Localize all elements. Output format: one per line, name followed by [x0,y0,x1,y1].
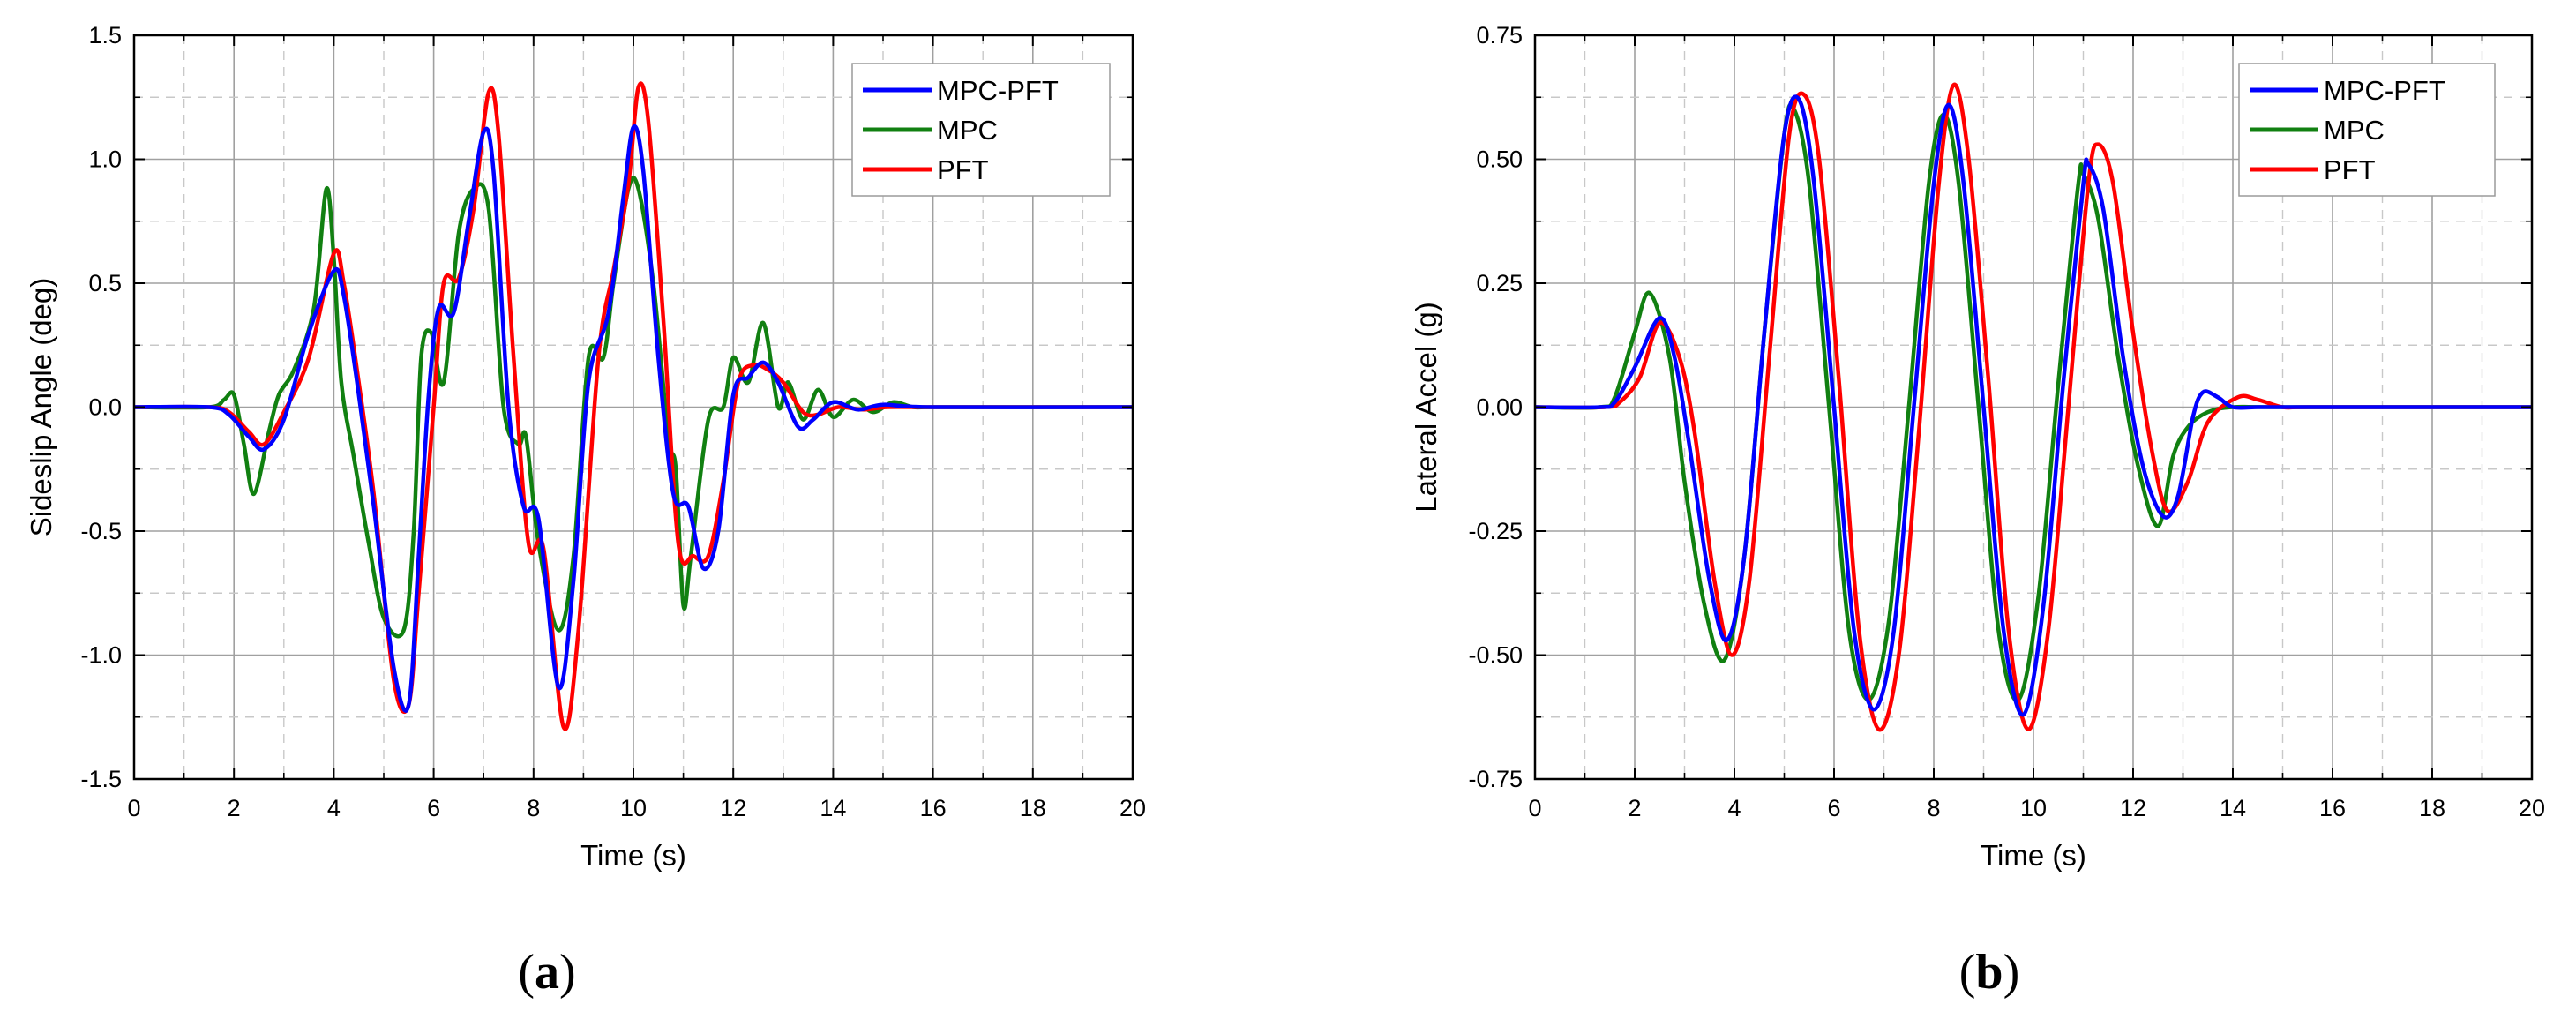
panel-caption-b: (b) [1958,945,2020,1000]
y-tick-label: -0.75 [1468,766,1523,792]
y-tick-label: 1.0 [88,146,122,173]
series-line-mpc-pft [1535,94,2532,717]
x-tick-label: 4 [1727,795,1741,821]
x-tick-label: 14 [2220,795,2246,821]
y-tick-label: 1.5 [88,22,122,49]
legend-label-pft: PFT [2324,154,2376,185]
y-axis-title: Sideslip Angle (deg) [25,278,57,537]
x-tick-label: 18 [1020,795,1046,821]
y-tick-label: -0.50 [1468,642,1523,669]
chart-panel-a: 0 2 4 6 8 10 12 14 16 18 20 -1.5 -1.0 -0.5 0.0 0.5 1.0 1.… [25,22,1146,872]
x-tick-label: 8 [1927,795,1940,821]
legend: MPC-PFT MPC PFT [851,63,1111,197]
x-tick-label: 4 [327,795,341,821]
legend-label-pft: PFT [937,154,989,185]
legend-box [2238,63,2496,197]
y-tick-label: 0.25 [1476,270,1523,296]
x-tick-label: 2 [228,795,241,821]
legend-label-mpc-pft: MPC-PFT [937,75,1059,106]
legend-label-mpc-pft: MPC-PFT [2324,75,2445,106]
legend-label-mpc: MPC [937,115,998,146]
legend: MPC-PFT MPC PFT [2238,63,2496,197]
x-tick-label: 6 [427,795,440,821]
series-group [1535,82,2532,732]
series-group [134,81,1133,731]
x-axis-title: Time (s) [580,839,686,872]
panel-caption-b-letter: b [1975,945,2003,1000]
x-axis-title: Time (s) [1981,839,2086,872]
x-tick-label: 12 [2120,795,2146,821]
x-tick-label: 10 [2020,795,2047,821]
x-tick-label: 12 [720,795,746,821]
y-axis-title: Lateral Accel (g) [1410,302,1442,512]
y-tick-label: 0.50 [1476,146,1523,173]
y-tick-label: -0.25 [1468,518,1523,544]
x-tick-label: 10 [620,795,647,821]
x-tick-label: 0 [127,795,140,821]
x-tick-label: 14 [820,795,846,821]
x-tick-label: 20 [2519,795,2545,821]
x-tick-label: 2 [1628,795,1641,821]
x-tick-label: 16 [920,795,947,821]
x-tick-label: 18 [2419,795,2445,821]
y-tick-label: 0.75 [1476,22,1523,49]
y-tick-label: -1.5 [80,766,122,792]
y-tick-label: -1.0 [80,642,122,669]
x-tick-label: 8 [527,795,540,821]
x-tick-label: 20 [1120,795,1146,821]
y-tick-label: -0.5 [80,518,122,544]
panel-caption-a-letter: a [535,945,559,1000]
x-tick-label: 0 [1528,795,1541,821]
x-tick-label: 6 [1827,795,1840,821]
series-line-mpc [1535,102,2532,703]
y-tick-label: 0.00 [1476,394,1523,421]
legend-label-mpc: MPC [2324,115,2385,146]
series-line-mpc-pft [134,124,1133,713]
y-tick-label: 0.0 [88,394,122,421]
panel-caption-a: (a) [518,945,576,1000]
chart-panel-b: 0 2 4 6 8 10 12 14 16 18 20 -0.75 -0.50 -0.25 0.00 0.25… [1410,22,2545,872]
x-tick-label: 16 [2319,795,2346,821]
y-tick-label: 0.5 [88,270,122,296]
